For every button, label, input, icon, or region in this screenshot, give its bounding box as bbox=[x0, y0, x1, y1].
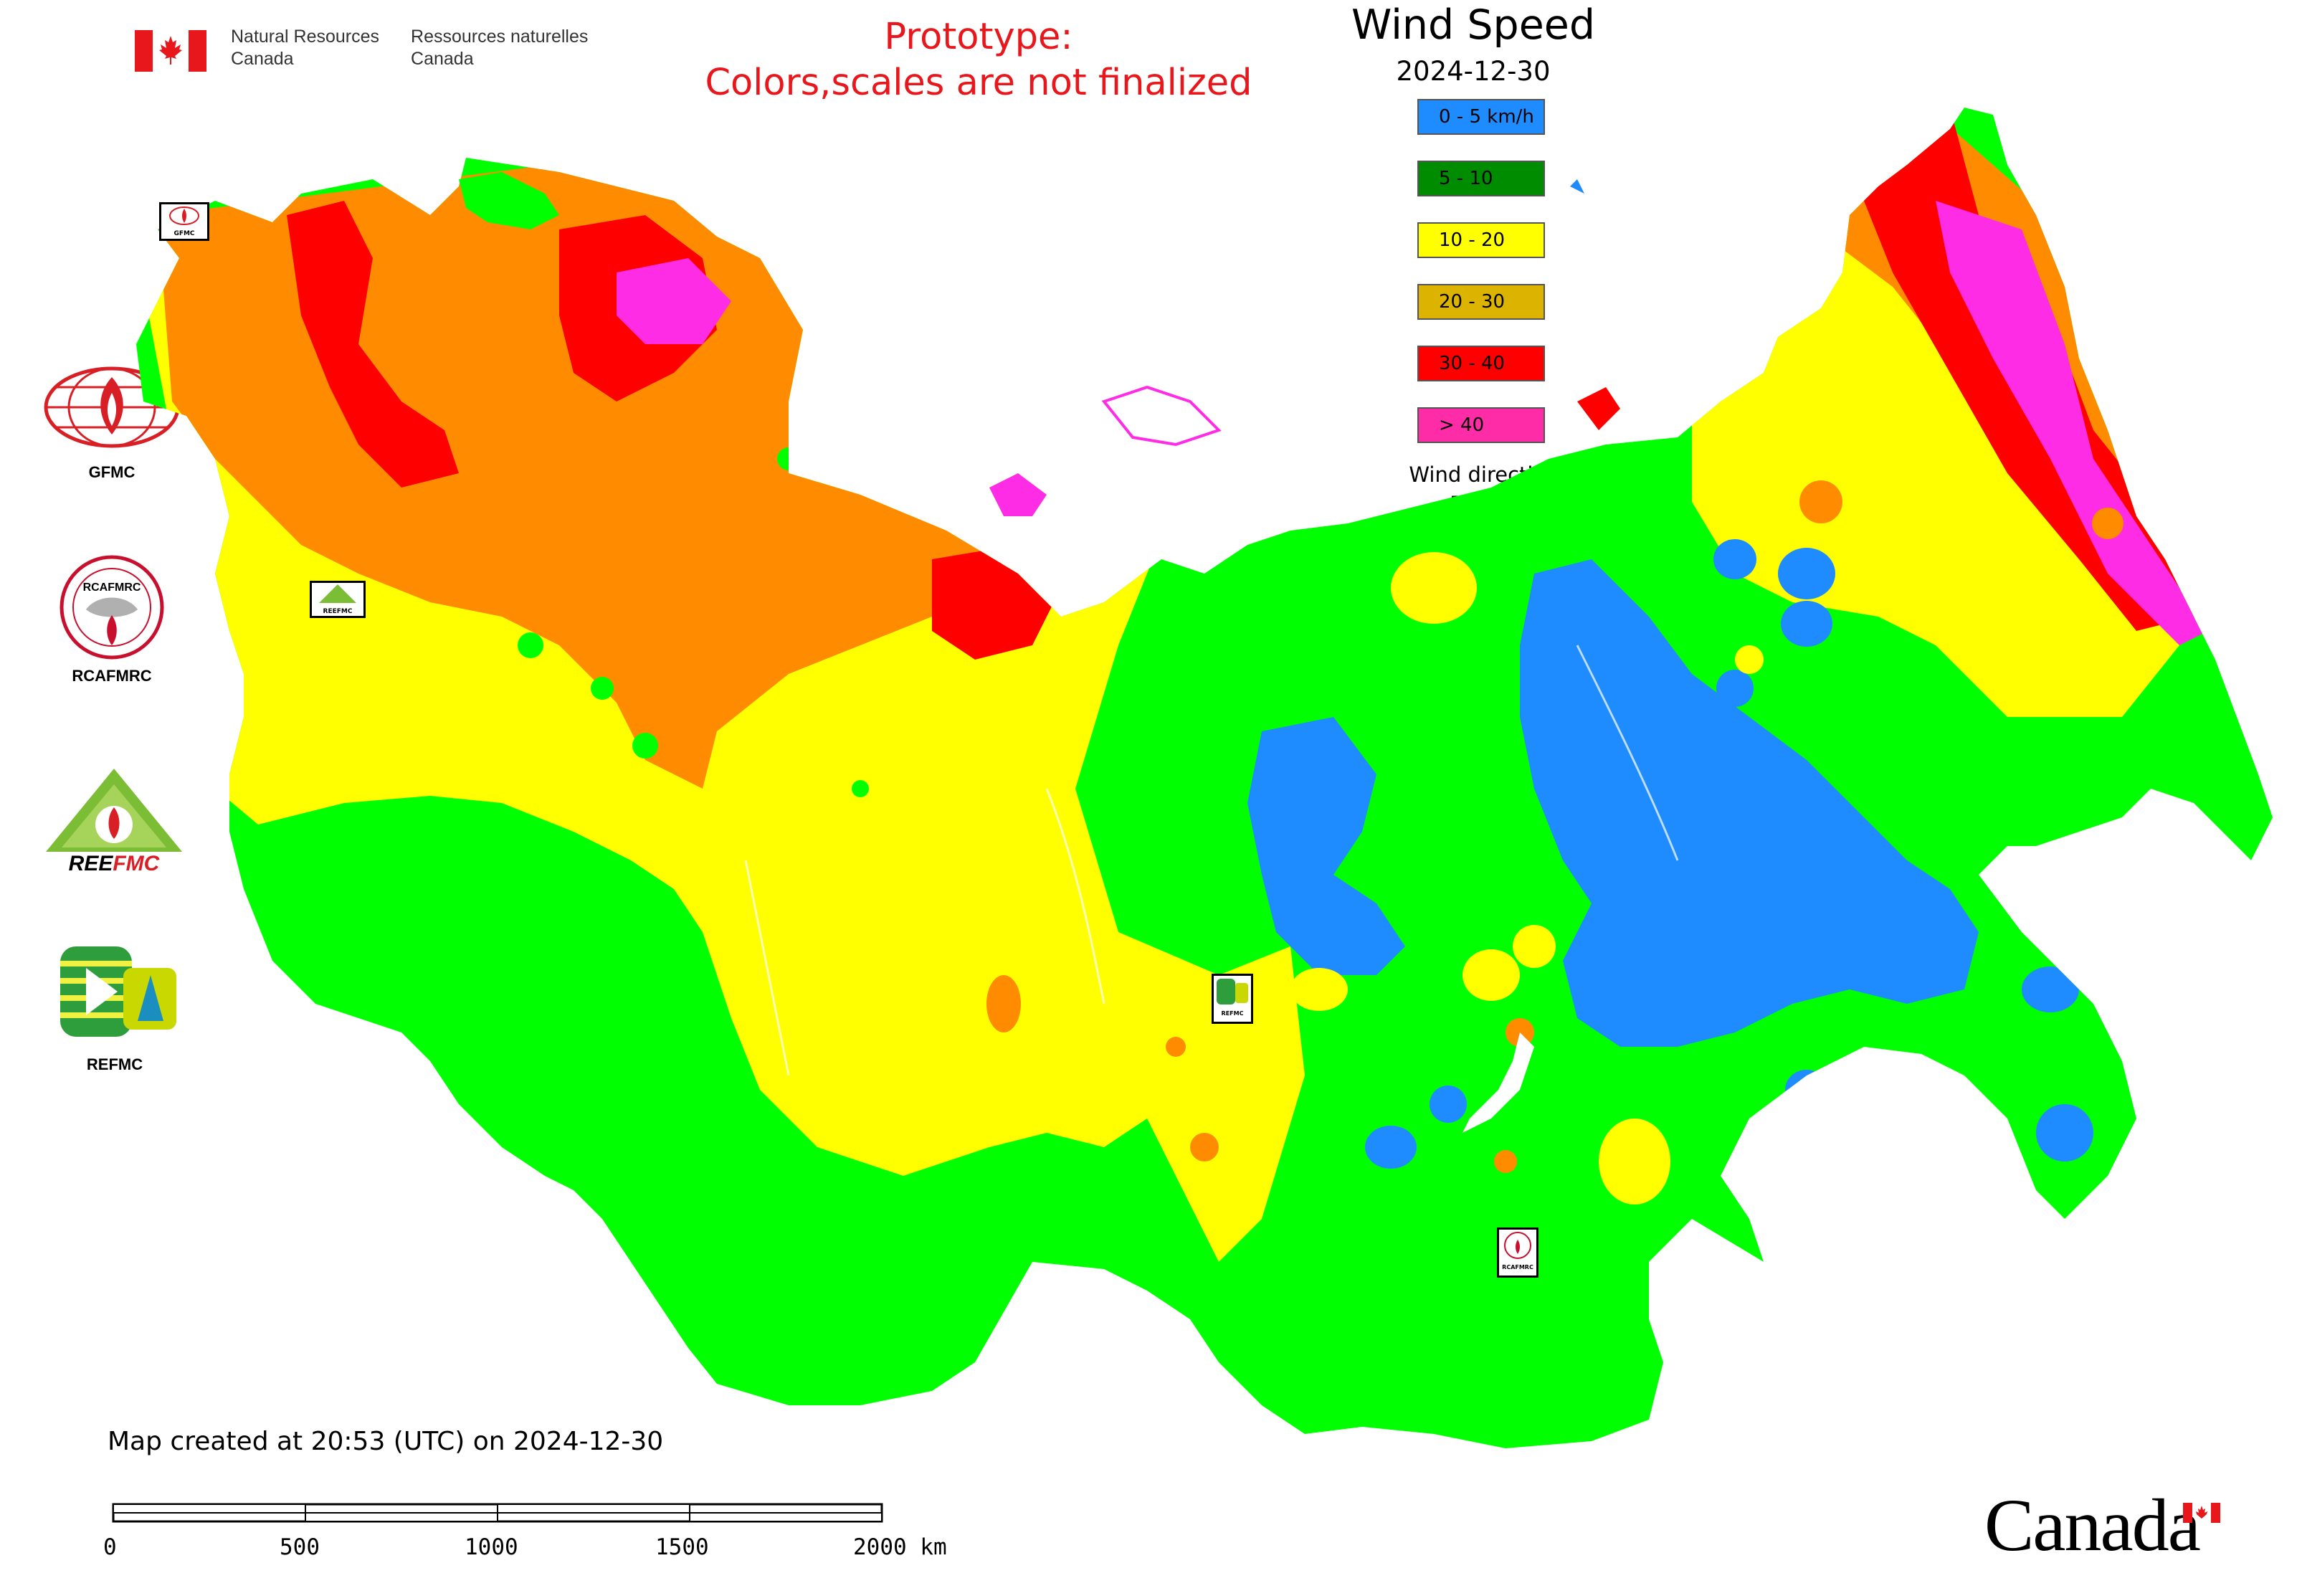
refmc-logo: REFMC bbox=[43, 946, 186, 1074]
legend-item-30-40: 30 - 40 bbox=[1417, 346, 1545, 381]
nrcan-signature: Natural Resources Canada Ressources natur… bbox=[135, 26, 619, 72]
refmc-badge-icon bbox=[1217, 979, 1248, 1004]
rcafmrc-badge-icon bbox=[1504, 1232, 1531, 1259]
svg-text:REEFMC: REEFMC bbox=[69, 852, 161, 873]
scale-tick-1500: 1500 bbox=[655, 1534, 709, 1560]
legend-title: Wind Speed bbox=[1351, 1, 1596, 49]
scale-labels: 0 500 1000 1500 2000 km bbox=[0, 1534, 2302, 1570]
reefmc-logo-icon: REEFMC bbox=[46, 769, 182, 875]
prototype-notice: Prototype: Colors,scales are not finaliz… bbox=[705, 16, 1252, 104]
legend-item-5-10: 5 - 10 bbox=[1417, 161, 1545, 196]
dept-name-fr: Ressources naturelles Canada bbox=[411, 27, 589, 69]
refmc-logo-icon bbox=[60, 946, 176, 1037]
legend-item-0-5: 0 - 5 km/h bbox=[1417, 99, 1545, 135]
reefmc-badge-icon bbox=[319, 584, 356, 603]
gfmc-label: GFMC bbox=[88, 463, 135, 481]
map-created-text: Map created at 20:53 (UTC) on 2024-12-30 bbox=[108, 1427, 664, 1456]
scale-bar bbox=[112, 1503, 883, 1523]
legend-date: 2024-12-30 bbox=[1396, 56, 1551, 87]
reefmc-logo: REEFMC bbox=[39, 766, 189, 876]
map-badge-rcafmrc: RCAFMRC bbox=[1497, 1227, 1538, 1278]
legend-item-20-30: 20 - 30 bbox=[1417, 284, 1545, 320]
legend-item-over-40: > 40 bbox=[1417, 407, 1545, 443]
scale-tick-500: 500 bbox=[280, 1534, 320, 1560]
rcafmrc-logo-icon: RCAFMRC bbox=[60, 555, 164, 660]
svg-text:RCAFMRC: RCAFMRC bbox=[83, 581, 141, 594]
canada-wordmark-flag-icon bbox=[2183, 1503, 2220, 1523]
legend-item-10-20: 10 - 20 bbox=[1417, 222, 1545, 258]
map-badge-refmc: REFMC bbox=[1212, 974, 1253, 1024]
map-badge-gfmc: GFMC bbox=[159, 202, 209, 241]
gfmc-badge-icon bbox=[169, 206, 199, 225]
canada-wordmark: Canada bbox=[1984, 1484, 2201, 1567]
scale-tick-1000: 1000 bbox=[465, 1534, 518, 1560]
refmc-label: REFMC bbox=[86, 1055, 143, 1073]
scale-tick-0: 0 bbox=[103, 1534, 117, 1560]
dept-name-en: Natural Resources Canada bbox=[231, 27, 380, 69]
rcafmrc-label: RCAFMRC bbox=[72, 667, 152, 685]
rcafmrc-logo: RCAFMRC RCAFMRC bbox=[40, 554, 184, 685]
map-badge-reefmc: REEFMC bbox=[310, 581, 366, 618]
scale-tick-2000: 2000 km bbox=[853, 1534, 947, 1560]
canada-flag-icon bbox=[135, 30, 206, 72]
